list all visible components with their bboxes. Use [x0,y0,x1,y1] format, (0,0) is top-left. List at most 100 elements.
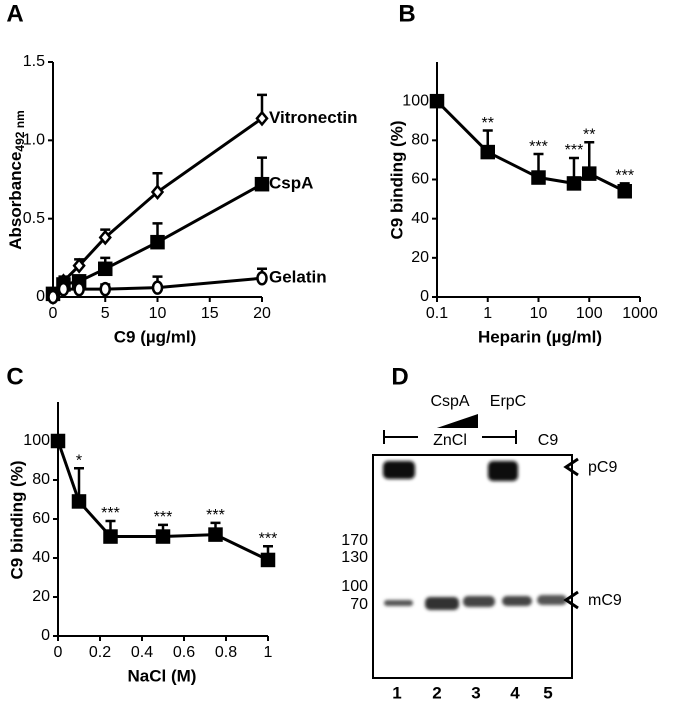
marker [72,257,86,274]
x-axis-label: C9 (µg/ml) [114,327,197,346]
marker [617,184,632,199]
y-tick-label: 0 [420,288,429,305]
x-tick-label: 0.8 [215,644,237,661]
marker [208,527,223,542]
marker [151,280,164,295]
band [537,595,567,605]
legend-label: Gelatin [269,268,327,287]
lane-label: 2 [432,683,441,702]
marker [254,176,270,192]
y-axis-label: Absorbance492 nm [6,110,27,250]
significance: * [76,453,82,470]
y-tick-label: 40 [32,549,50,566]
x-tick-label: 0.1 [426,305,448,322]
arrow [563,457,579,477]
marker [155,529,171,544]
x-tick-label: 1000 [622,305,658,322]
bracket-gap [418,428,482,446]
significance: *** [615,168,634,185]
lane-label: 5 [543,683,552,702]
x-axis-label: Heparin (µg/ml) [478,327,602,346]
marker [50,433,66,449]
marker [531,170,546,185]
x-tick-label: 10 [530,305,548,322]
significance: ** [482,115,494,132]
gradient-wedge [428,414,478,431]
band [488,461,518,481]
x-tick-label: 0.4 [131,644,153,661]
y-tick-label: 0.5 [23,210,45,227]
gel-bands [383,461,567,610]
y-tick-label: 80 [411,132,429,149]
significance: *** [154,509,173,526]
marker [98,261,113,277]
band [502,596,532,606]
gel-panel: D CspA ErpC ZnCl C9 170 130 100 70 pC9 m… [341,363,622,702]
marker [255,110,269,127]
series-line [56,440,269,562]
y-tick-label: 80 [32,471,50,488]
marker [150,234,165,250]
y-label: Absorbance [6,152,25,250]
gel-label: ZnCl [433,432,467,449]
lane-label: 4 [510,683,520,702]
significance: *** [565,142,584,159]
y-tick-label: 0 [36,288,45,305]
mw-marker: 100 [341,578,368,595]
panel-label: A [6,0,23,27]
marker [429,93,445,109]
gel-label: C9 [538,432,559,449]
marker [103,529,118,544]
gel-label: CspA [430,393,469,410]
significance: *** [206,507,225,524]
y-tick-label: 40 [411,210,429,227]
y-tick-label: 100 [23,432,50,449]
marker [71,494,87,509]
mw-marker: 130 [341,549,368,566]
significance: *** [529,138,548,155]
y-tick-label: 60 [32,510,50,527]
y-tick-label: 0 [41,627,50,644]
gel-label: ErpC [490,393,526,410]
y-tick-label: 1.5 [23,53,45,70]
legend-label: CspA [269,174,313,193]
band [384,600,413,606]
arrow [563,590,579,610]
marker [582,166,597,181]
band [425,597,459,610]
x-tick-label: 1 [264,644,273,661]
y-label-subscript: 492 nm [13,110,27,151]
band [383,461,415,479]
panel-label: B [398,0,415,27]
x-tick-label: 15 [201,305,219,322]
x-axis-label: NaCl (M) [128,666,197,685]
band-label: pC9 [588,459,617,476]
marker [47,289,59,305]
y-axis-label: C9 binding (%) [7,461,26,580]
x-tick-label: 0 [49,305,58,322]
significance: *** [259,531,278,548]
panel-label: D [391,363,408,390]
marker [480,144,495,160]
marker [99,281,111,297]
y-axis-label: C9 binding (%) [387,121,406,240]
lane-label: 3 [471,683,480,702]
marker [57,281,70,297]
y-tick-label: 100 [402,92,429,109]
y-tick-label: 20 [411,249,429,266]
significance: ** [583,127,595,144]
mw-marker: 70 [350,596,368,613]
lane-label: 1 [392,683,401,702]
marker [260,552,276,568]
x-tick-label: 0 [54,644,63,661]
marker [566,176,582,191]
x-tick-label: 10 [149,305,167,322]
legend-label: Vitronectin [269,108,357,127]
marker [150,184,165,200]
marker [256,270,268,286]
x-tick-label: 5 [101,305,110,322]
x-tick-label: 20 [253,305,271,322]
significance: *** [101,505,120,522]
marker [73,281,85,297]
